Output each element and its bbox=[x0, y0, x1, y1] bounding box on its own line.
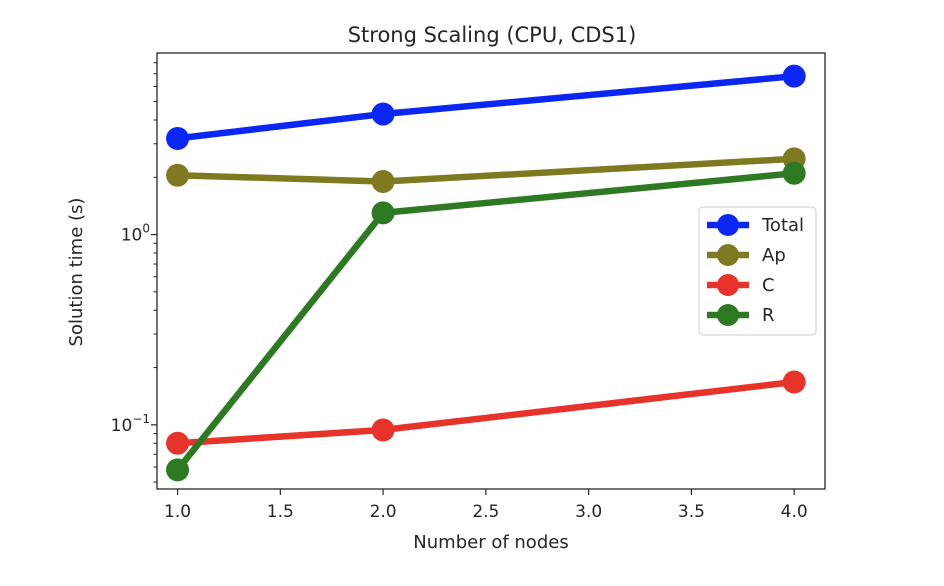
series-point-c bbox=[371, 418, 395, 442]
x-tick-label: 1.5 bbox=[267, 502, 294, 522]
series-point-total bbox=[166, 126, 190, 150]
x-tick-label: 2.5 bbox=[472, 502, 499, 522]
legend-label: Total bbox=[761, 215, 804, 236]
y-axis-ticks: 10−1 100 bbox=[111, 222, 157, 436]
series-point-ap bbox=[371, 170, 395, 194]
legend-swatch-marker bbox=[717, 244, 739, 266]
series-point-r bbox=[371, 201, 395, 225]
y-tick-label: 100 bbox=[121, 222, 150, 246]
x-tick-label: 3.5 bbox=[678, 502, 705, 522]
series-point-r bbox=[166, 458, 190, 482]
legend-items: Total Ap CR bbox=[707, 214, 804, 326]
y-tick-label: 10−1 bbox=[111, 412, 150, 436]
legend-label: R bbox=[762, 305, 775, 326]
series-point-ap bbox=[166, 163, 190, 187]
series-layer bbox=[166, 64, 806, 482]
legend-swatch-marker bbox=[717, 304, 739, 326]
legend-swatch-marker bbox=[717, 214, 739, 236]
x-tick-label: 2.0 bbox=[370, 502, 397, 522]
series-point-total bbox=[782, 64, 806, 88]
series-point-c bbox=[782, 370, 806, 394]
chart-title: Strong Scaling (CPU, CDS1) bbox=[348, 23, 637, 47]
series-point-r bbox=[782, 161, 806, 185]
legend-box bbox=[698, 206, 817, 336]
legend-swatch-marker bbox=[717, 274, 739, 296]
x-axis-ticks: 1.0 1.5 2.0 2.5 3.0 3.5 4.0 bbox=[164, 489, 808, 522]
x-tick-label: 1.0 bbox=[164, 502, 191, 522]
y-axis-label: Solution time (s) bbox=[66, 198, 87, 347]
x-tick-label: 4.0 bbox=[781, 502, 808, 522]
legend: Total Ap CR bbox=[698, 206, 817, 336]
legend-label: Ap bbox=[762, 245, 786, 266]
series-point-c bbox=[166, 431, 190, 455]
series-point-total bbox=[371, 102, 395, 126]
x-axis-label: Number of nodes bbox=[413, 532, 568, 553]
plot-frame bbox=[156, 52, 826, 490]
legend-label: C bbox=[762, 275, 775, 296]
x-tick-label: 3.0 bbox=[575, 502, 602, 522]
